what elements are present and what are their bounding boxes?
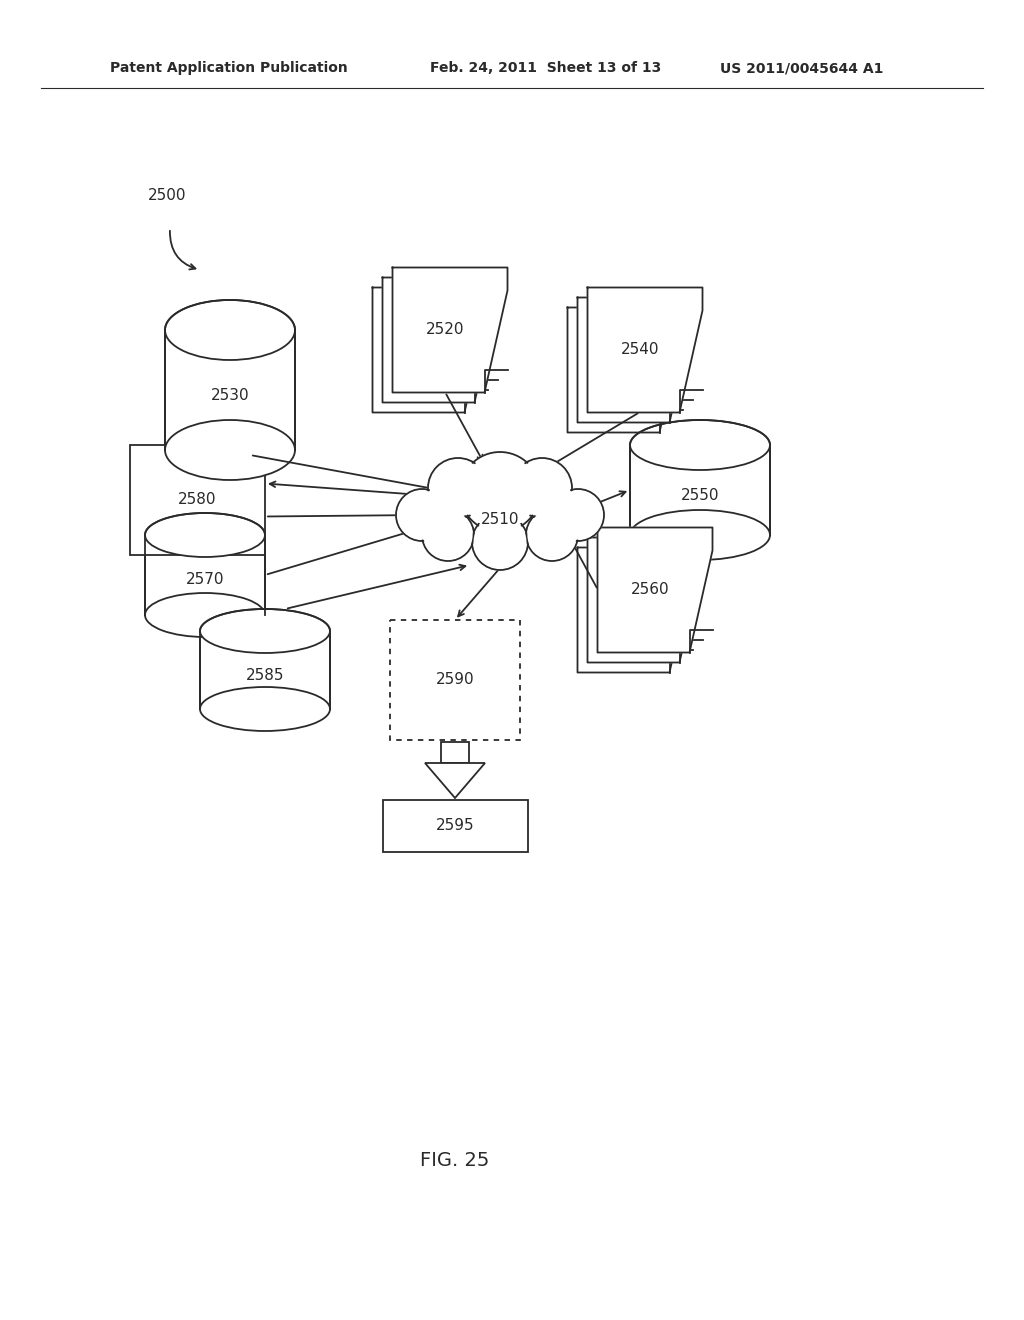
Polygon shape [597, 528, 713, 652]
Bar [145, 535, 265, 615]
Bar [630, 445, 770, 535]
Bar [441, 742, 469, 763]
Polygon shape [588, 537, 702, 663]
Ellipse shape [145, 513, 265, 557]
Circle shape [526, 510, 578, 561]
Text: Feb. 24, 2011  Sheet 13 of 13: Feb. 24, 2011 Sheet 13 of 13 [430, 61, 662, 75]
Text: US 2011/0045644 A1: US 2011/0045644 A1 [720, 61, 884, 75]
Text: 2560: 2560 [631, 582, 670, 598]
Text: 2510: 2510 [480, 512, 519, 528]
Ellipse shape [165, 300, 295, 360]
Text: 2590: 2590 [435, 672, 474, 688]
Polygon shape [373, 288, 487, 412]
Polygon shape [578, 297, 692, 422]
Text: Patent Application Publication: Patent Application Publication [110, 61, 348, 75]
Ellipse shape [630, 510, 770, 560]
Circle shape [396, 488, 449, 541]
Polygon shape [567, 308, 683, 433]
Circle shape [528, 511, 575, 558]
Circle shape [430, 461, 485, 516]
Ellipse shape [165, 420, 295, 480]
Polygon shape [425, 763, 485, 799]
Polygon shape [383, 277, 498, 403]
Circle shape [463, 455, 537, 529]
Circle shape [428, 458, 488, 517]
Polygon shape [578, 548, 692, 672]
Text: 2550: 2550 [681, 487, 719, 503]
Text: 2540: 2540 [621, 342, 659, 358]
Ellipse shape [200, 609, 330, 653]
Ellipse shape [145, 593, 265, 638]
Ellipse shape [200, 686, 330, 731]
Text: 2585: 2585 [246, 668, 285, 682]
Circle shape [460, 451, 540, 532]
Polygon shape [588, 288, 702, 412]
Circle shape [424, 511, 472, 558]
Text: 2580: 2580 [178, 492, 217, 507]
Ellipse shape [630, 420, 770, 470]
Circle shape [474, 516, 525, 568]
Circle shape [422, 510, 474, 561]
Bar [390, 620, 520, 741]
Circle shape [552, 488, 604, 541]
Bar [165, 330, 295, 450]
Bar [200, 631, 330, 709]
Circle shape [398, 491, 445, 539]
Circle shape [554, 491, 602, 539]
Circle shape [514, 461, 569, 516]
Circle shape [472, 513, 528, 570]
Text: 2520: 2520 [426, 322, 464, 338]
Text: 2530: 2530 [211, 388, 249, 403]
Text: 2595: 2595 [436, 818, 475, 833]
Polygon shape [392, 268, 508, 392]
Bar [130, 445, 265, 554]
Bar [383, 800, 528, 851]
Text: 2570: 2570 [185, 573, 224, 587]
Circle shape [512, 458, 572, 517]
Text: FIG. 25: FIG. 25 [420, 1151, 489, 1170]
Text: 2500: 2500 [148, 187, 186, 202]
